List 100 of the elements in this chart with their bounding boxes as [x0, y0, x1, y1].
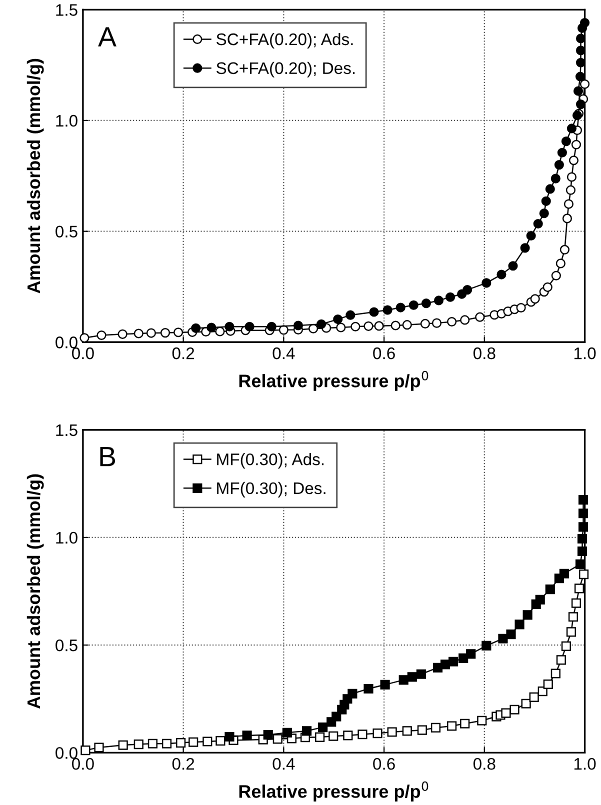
- point: [333, 314, 343, 324]
- point: [521, 698, 531, 708]
- point: [556, 258, 566, 268]
- point: [530, 294, 540, 304]
- point: [482, 640, 492, 651]
- point: [533, 218, 543, 229]
- point: [578, 495, 588, 505]
- point: [556, 655, 566, 665]
- y-tick-label: 0.0: [56, 747, 78, 759]
- x-tick-label: 0.4: [272, 758, 295, 770]
- y-axis-title: Amount adsorbed (mmol/g): [26, 474, 44, 709]
- point: [460, 718, 470, 728]
- legend-label: MF(0.30); Des.: [217, 482, 326, 498]
- point: [146, 328, 156, 338]
- point: [390, 320, 400, 330]
- point: [496, 270, 506, 280]
- point: [266, 322, 276, 332]
- point: [510, 704, 520, 714]
- point: [446, 316, 457, 327]
- point: [278, 325, 288, 335]
- point: [408, 300, 418, 310]
- point: [568, 612, 578, 622]
- point: [364, 321, 374, 331]
- point: [578, 522, 588, 532]
- y-tick-label: 0.5: [56, 639, 78, 652]
- point: [446, 721, 457, 731]
- point: [350, 322, 360, 332]
- point: [282, 728, 292, 738]
- point: [542, 282, 552, 292]
- point: [416, 669, 426, 679]
- point: [575, 72, 586, 82]
- point: [566, 627, 576, 637]
- point: [176, 738, 186, 748]
- point: [160, 328, 170, 338]
- point: [445, 292, 456, 302]
- point: [501, 708, 511, 718]
- point: [576, 58, 586, 68]
- point: [224, 732, 234, 742]
- point: [216, 736, 226, 746]
- point: [80, 333, 90, 343]
- point: [477, 716, 487, 726]
- point: [460, 315, 470, 325]
- point: [134, 739, 144, 750]
- point: [407, 672, 417, 682]
- point: [578, 508, 588, 518]
- point: [293, 320, 304, 330]
- point: [302, 726, 312, 736]
- point: [244, 322, 254, 332]
- point: [545, 584, 555, 594]
- legend-label: MF(0.30); Ads.: [217, 453, 324, 469]
- y-tick-label: 0.5: [56, 226, 78, 238]
- point: [543, 679, 553, 690]
- point: [526, 230, 536, 241]
- point: [96, 330, 106, 340]
- point: [578, 569, 589, 580]
- point: [316, 319, 326, 329]
- point: [118, 329, 128, 339]
- point: [402, 320, 412, 330]
- point: [566, 185, 576, 195]
- point: [430, 722, 441, 733]
- point: [224, 322, 234, 332]
- point: [191, 323, 201, 333]
- point: [263, 730, 273, 740]
- point: [557, 148, 567, 158]
- x-tick-label: 0.8: [473, 347, 496, 360]
- point: [580, 79, 590, 89]
- point: [457, 289, 467, 299]
- point: [432, 662, 443, 672]
- point: [554, 574, 564, 584]
- point: [562, 214, 572, 224]
- point: [173, 328, 184, 338]
- point: [434, 296, 444, 306]
- point: [568, 156, 579, 166]
- point: [574, 584, 584, 594]
- point: [498, 634, 508, 644]
- point: [118, 740, 128, 750]
- point: [554, 160, 564, 170]
- point: [576, 100, 586, 110]
- point: [575, 559, 586, 569]
- point: [343, 730, 353, 740]
- point: [188, 737, 198, 747]
- point: [566, 124, 577, 134]
- y-tick-label: 1.5: [56, 424, 78, 436]
- point: [573, 86, 584, 96]
- y-tick-label: 0.0: [56, 336, 78, 348]
- point: [134, 328, 144, 338]
- point: [571, 140, 582, 150]
- point: [372, 728, 382, 738]
- point: [328, 731, 338, 741]
- point: [318, 722, 328, 732]
- point: [417, 725, 427, 735]
- x-tick-label: 1.0: [574, 758, 596, 770]
- point: [539, 208, 549, 218]
- point: [564, 199, 574, 209]
- legend-label: SC+FA(0.20); Des.: [216, 62, 355, 78]
- point: [421, 298, 431, 308]
- x-axis-title: Relative pressure p/p$^{0}$: [239, 781, 428, 802]
- x-tick-label: 0.0: [72, 347, 94, 360]
- point: [380, 680, 390, 690]
- point: [577, 23, 588, 33]
